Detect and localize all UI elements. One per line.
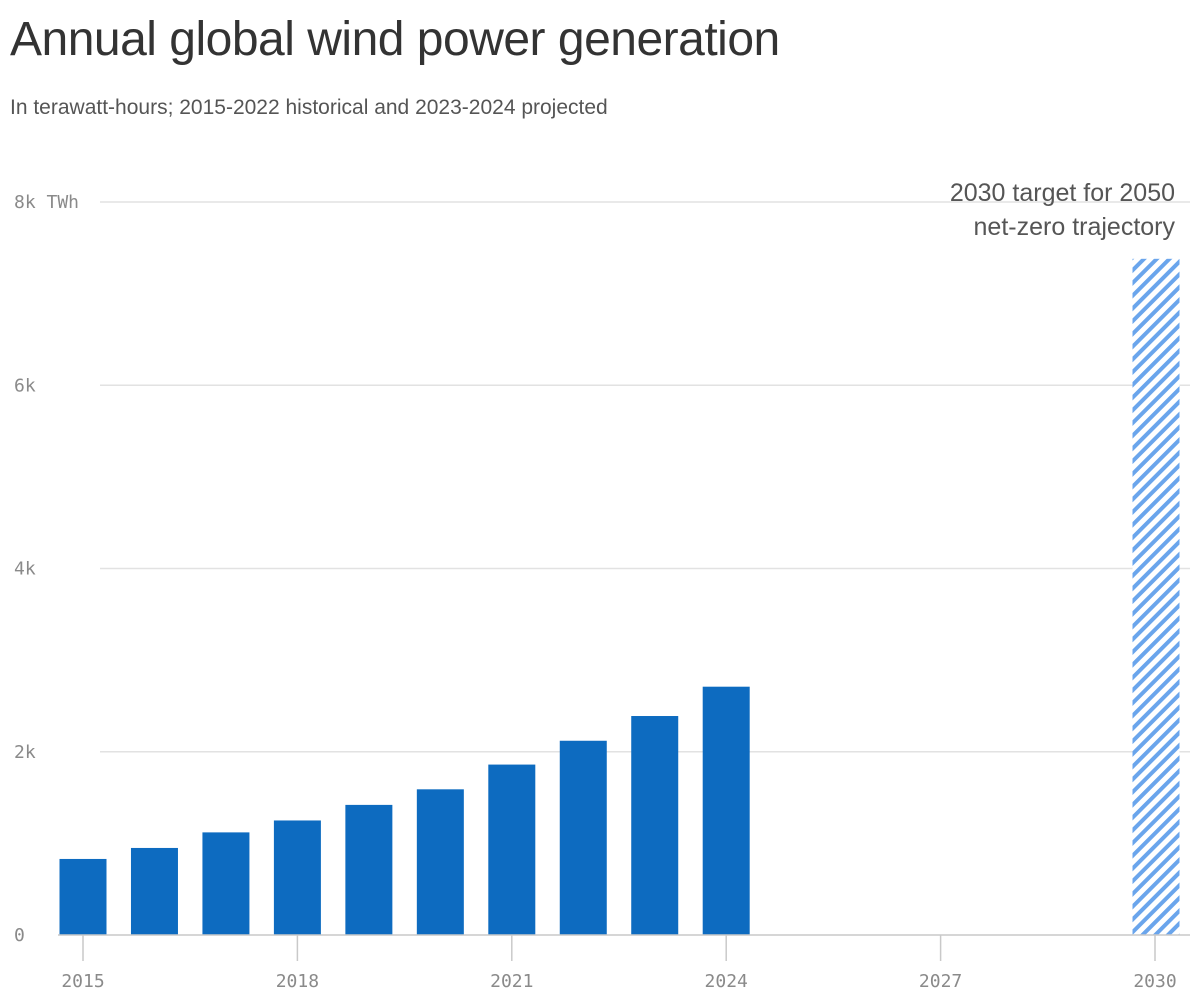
target-annotation-line2: net-zero trajectory bbox=[974, 213, 1176, 241]
x-tick-label: 2015 bbox=[61, 971, 104, 992]
x-tick-label: 2030 bbox=[1133, 971, 1176, 992]
bars bbox=[59, 258, 1180, 935]
bar-2022 bbox=[559, 740, 607, 935]
target-annotation-line1: 2030 target for 2050 bbox=[950, 179, 1175, 207]
y-tick-label: 2k bbox=[14, 742, 36, 763]
x-tick-label: 2024 bbox=[705, 971, 748, 992]
y-tick-label: 8k TWh bbox=[14, 192, 79, 213]
bar-2020 bbox=[416, 789, 464, 935]
chart-subtitle: In terawatt-hours; 2015-2022 historical … bbox=[10, 96, 608, 119]
x-tick-label: 2027 bbox=[919, 971, 962, 992]
bar-2017 bbox=[202, 832, 250, 935]
chart-title: Annual global wind power generation bbox=[10, 13, 780, 66]
x-tick-label: 2021 bbox=[490, 971, 533, 992]
bar-2024 bbox=[702, 686, 750, 935]
bar-2016 bbox=[130, 847, 178, 935]
bar-target-2030 bbox=[1132, 258, 1180, 935]
bar-2015 bbox=[59, 858, 107, 935]
x-tick-label: 2018 bbox=[276, 971, 319, 992]
y-tick-label: 4k bbox=[14, 559, 36, 580]
y-tick-label: 0 bbox=[14, 925, 25, 946]
bar-2019 bbox=[345, 804, 393, 935]
y-tick-label: 6k bbox=[14, 375, 36, 396]
x-axis: 2015 2018 2021 2024 2027 2030 bbox=[58, 934, 1190, 992]
annotations: 2030 target for 2050 net-zero trajectory bbox=[950, 179, 1176, 241]
bar-2018 bbox=[273, 820, 321, 935]
bar-2021 bbox=[488, 764, 536, 935]
bar-2023 bbox=[631, 716, 679, 935]
